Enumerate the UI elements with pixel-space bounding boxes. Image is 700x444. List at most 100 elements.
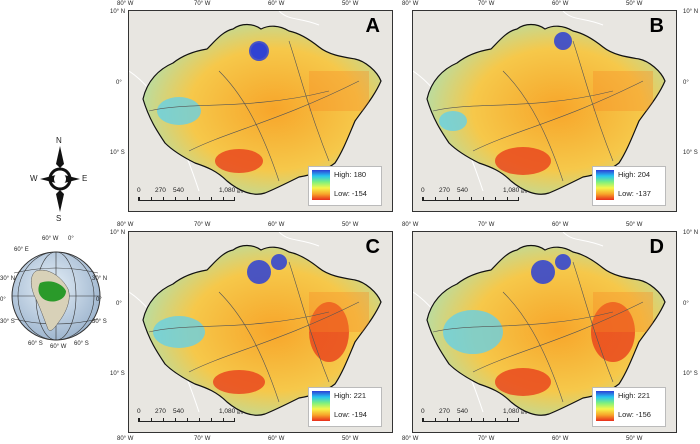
compass-w: W bbox=[30, 174, 38, 183]
legend-low: Low: -156 bbox=[618, 410, 651, 419]
scale-line bbox=[422, 197, 519, 201]
lat-d3: 10° S bbox=[683, 371, 698, 377]
scale-label: 1,080 bbox=[503, 408, 520, 415]
legend-low: Low: -194 bbox=[334, 410, 367, 419]
lon-mid-a3: 60° W bbox=[268, 222, 285, 228]
lon-bot-b2: 70° W bbox=[478, 436, 495, 442]
globe-lat-right-1: 30° N bbox=[92, 276, 108, 282]
compass-n: N bbox=[56, 136, 62, 145]
color-legend: High: 221 Low: -156 bbox=[592, 387, 666, 427]
scale-label: 0 bbox=[421, 187, 425, 194]
legend-ramp bbox=[596, 391, 614, 421]
lon-mid-b1: 80° W bbox=[402, 222, 419, 228]
scale-bar: 0 270 540 1,080 km bbox=[135, 408, 247, 426]
lon-bot-a3: 60° W bbox=[268, 436, 285, 442]
lat-c2: 0° bbox=[116, 301, 122, 307]
lon-mid-a1: 80° W bbox=[117, 222, 134, 228]
color-legend: High: 204 Low: -137 bbox=[592, 166, 666, 206]
scale-label: 270 bbox=[155, 408, 166, 415]
map-panel-c: C High: 221 Low: -194 0 270 540 1,080 km bbox=[128, 231, 393, 433]
scale-label: 0 bbox=[421, 408, 425, 415]
lon-top-b1: 80° W bbox=[402, 1, 419, 7]
legend-high: High: 180 bbox=[334, 170, 367, 179]
scale-line bbox=[138, 418, 235, 422]
globe-lat-left-3: 30° S bbox=[0, 319, 15, 325]
scale-label: 0 bbox=[137, 187, 141, 194]
map-panel-b: B High: 204 Low: -137 0 270 540 1,080 km bbox=[412, 10, 677, 212]
lon-mid-a2: 70° W bbox=[194, 222, 211, 228]
scale-label: 1,080 bbox=[219, 187, 236, 194]
scale-label: 1,080 bbox=[503, 187, 520, 194]
globe-lon-top-1: 60° W bbox=[42, 236, 59, 242]
lon-mid-a4: 50° W bbox=[342, 222, 359, 228]
legend-high: High: 204 bbox=[618, 170, 651, 179]
globe-lon-bottom-1: 60° S bbox=[28, 341, 43, 347]
lat-c3: 10° S bbox=[110, 371, 125, 377]
scale-line bbox=[138, 197, 235, 201]
compass-icon bbox=[40, 146, 80, 212]
lon-top-b4: 50° W bbox=[626, 1, 643, 7]
scale-label: 1,080 bbox=[219, 408, 236, 415]
scale-label: 540 bbox=[457, 187, 468, 194]
compass-e: E bbox=[82, 174, 88, 183]
lat-c1: 10° N bbox=[110, 230, 126, 236]
lat-b2: 0° bbox=[683, 80, 689, 86]
globe-lon-left-top: 60° E bbox=[14, 247, 29, 253]
scale-unit: km bbox=[521, 189, 527, 194]
scale-bar: 0 270 540 1,080 km bbox=[419, 187, 531, 205]
scale-label: 0 bbox=[137, 408, 141, 415]
lat-d2: 0° bbox=[683, 301, 689, 307]
lat-b1: 10° N bbox=[683, 9, 699, 15]
globe-inset: 60° W 0° 60° E 30° N 0° 30° S 30° N 0° 3… bbox=[0, 233, 112, 353]
globe-lat-right-2: 0° bbox=[96, 297, 102, 303]
panel-label: D bbox=[649, 236, 664, 258]
scale-label: 540 bbox=[457, 408, 468, 415]
map-panel-d: D High: 221 Low: -156 0 270 540 1,080 km bbox=[412, 231, 677, 433]
lon-bot-b4: 50° W bbox=[626, 436, 643, 442]
panel-label: B bbox=[649, 15, 664, 37]
map-raster bbox=[129, 232, 392, 432]
scale-label: 540 bbox=[173, 408, 184, 415]
scale-label: 270 bbox=[439, 187, 450, 194]
lon-top-b3: 60° W bbox=[552, 1, 569, 7]
scale-unit: km bbox=[237, 189, 243, 194]
lon-bot-b1: 80° W bbox=[402, 436, 419, 442]
globe-lon-bottom-3: 60° S bbox=[74, 341, 89, 347]
lat-d1: 10° N bbox=[683, 230, 699, 236]
globe-lat-right-3: 30° S bbox=[92, 319, 107, 325]
lon-mid-b3: 60° W bbox=[552, 222, 569, 228]
panel-label: A bbox=[365, 15, 380, 37]
scale-bar: 0 270 540 1,080 km bbox=[135, 187, 247, 205]
lat-a3: 10° S bbox=[110, 150, 125, 156]
scale-line bbox=[422, 418, 519, 422]
lat-a1: 10° N bbox=[110, 9, 126, 15]
scale-bar: 0 270 540 1,080 km bbox=[419, 408, 531, 426]
scale-label: 270 bbox=[439, 408, 450, 415]
lon-bot-b3: 60° W bbox=[552, 436, 569, 442]
color-legend: High: 180 Low: -154 bbox=[308, 166, 382, 206]
lon-top-a2: 70° W bbox=[194, 1, 211, 7]
scale-label: 270 bbox=[155, 187, 166, 194]
lon-bot-a2: 70° W bbox=[194, 436, 211, 442]
lon-mid-b4: 50° W bbox=[626, 222, 643, 228]
globe-lat-left-1: 30° N bbox=[0, 276, 16, 282]
lon-top-b2: 70° W bbox=[478, 1, 495, 7]
lat-a2: 0° bbox=[116, 80, 122, 86]
legend-low: Low: -154 bbox=[334, 189, 367, 198]
globe-lon-bottom-2: 60° W bbox=[50, 344, 67, 350]
scale-unit: km bbox=[521, 410, 527, 415]
globe-lat-left-2: 0° bbox=[0, 297, 6, 303]
scale-label: 540 bbox=[173, 187, 184, 194]
map-panel-a: A High: 180 Low: -154 0 270 540 1,080 km bbox=[128, 10, 393, 212]
legend-ramp bbox=[596, 170, 614, 200]
lon-mid-b2: 70° W bbox=[478, 222, 495, 228]
lon-top-a1: 80° W bbox=[117, 1, 134, 7]
compass-s: S bbox=[56, 214, 62, 223]
map-raster bbox=[129, 11, 392, 211]
legend-ramp bbox=[312, 170, 330, 200]
lat-b3: 10° S bbox=[683, 150, 698, 156]
legend-ramp bbox=[312, 391, 330, 421]
globe-lon-top-2: 0° bbox=[68, 236, 74, 242]
panel-label: C bbox=[365, 236, 380, 258]
lon-bot-a1: 80° W bbox=[117, 436, 134, 442]
